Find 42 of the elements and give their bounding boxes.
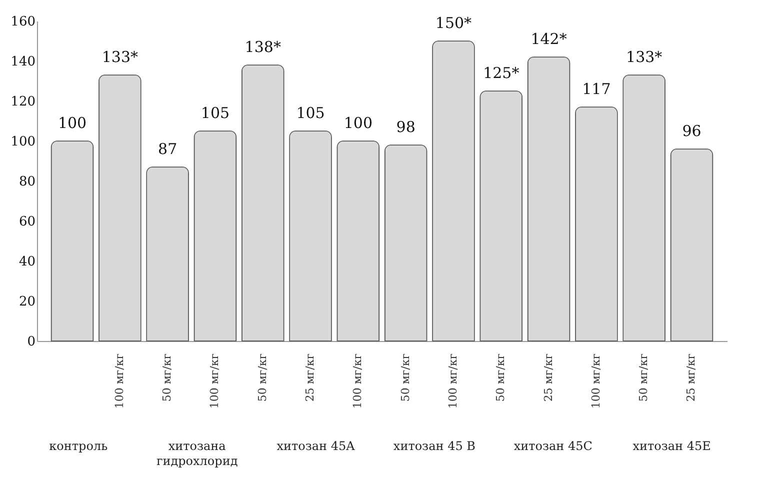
x-tick-label: 100 мг/кг	[446, 353, 460, 409]
x-tick-label: 100 мг/кг	[112, 353, 126, 409]
y-tick-label: 80	[18, 174, 36, 190]
y-tick-label: 140	[10, 54, 36, 70]
data-label: 105	[200, 104, 230, 122]
x-tick-label: 25 мг/кг	[542, 353, 555, 402]
y-tick-label: 100	[10, 134, 36, 150]
text: контроль	[49, 439, 108, 453]
text: хитозан 45A	[276, 439, 356, 453]
data-label: 125*	[483, 64, 520, 82]
data-label: 105	[296, 104, 325, 122]
data-label: 117	[582, 80, 611, 98]
text: хитозан 45 B	[393, 439, 476, 453]
x-tick-label: 100 мг/кг	[208, 353, 222, 409]
y-tick-label: 0	[27, 334, 36, 350]
x-tick-label: 100 мг/кг	[589, 353, 602, 409]
data-label: 100	[344, 114, 372, 132]
data-label: 133*	[626, 48, 663, 66]
y-tick-label: 60	[18, 214, 36, 230]
data-label: 98	[396, 118, 416, 136]
x-tick-label: 50 мг/кг	[637, 353, 650, 402]
text: хитозан 45E	[632, 439, 711, 453]
x-tick-label: 50 мг/кг	[160, 353, 174, 402]
data-label: 138*	[244, 38, 282, 56]
y-tick-label: 160	[10, 14, 36, 30]
y-tick-label: 120	[10, 94, 36, 110]
x-tick-label: 50 мг/кг	[494, 353, 508, 402]
x-tick-label: 25 мг/кг	[304, 353, 317, 402]
data-label: 96	[682, 122, 702, 140]
data-label: 133*	[102, 48, 138, 66]
x-tick-label: 100 мг/кг	[351, 353, 364, 409]
y-tick-label: 40	[18, 254, 36, 270]
y-tick-label: 20	[18, 294, 36, 310]
text: хитозана гидрохлорид	[156, 439, 238, 468]
x-tick-label: 50 мг/кг	[256, 353, 269, 402]
data-label: 100	[58, 114, 87, 132]
data-label: 142*	[530, 30, 568, 48]
x-tick-label: 25 мг/кг	[684, 353, 698, 402]
text: хитозан 45C	[514, 439, 592, 453]
data-label: 150*	[435, 14, 472, 32]
data-label: 87	[158, 140, 178, 158]
x-tick-label: 50 мг/кг	[398, 353, 412, 402]
